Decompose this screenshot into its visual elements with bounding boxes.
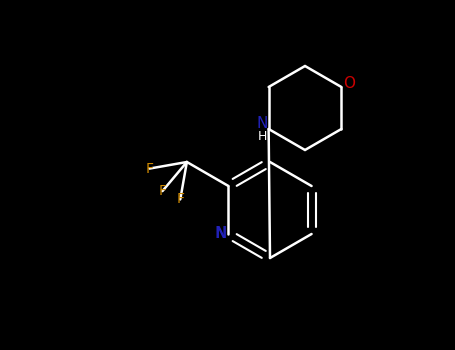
- Text: F: F: [146, 162, 153, 176]
- Text: H: H: [258, 131, 268, 144]
- Text: F: F: [176, 193, 184, 206]
- Text: F: F: [158, 184, 167, 198]
- Text: N: N: [257, 117, 268, 132]
- Text: N: N: [215, 226, 226, 242]
- Text: O: O: [344, 77, 355, 91]
- Text: N: N: [216, 226, 227, 242]
